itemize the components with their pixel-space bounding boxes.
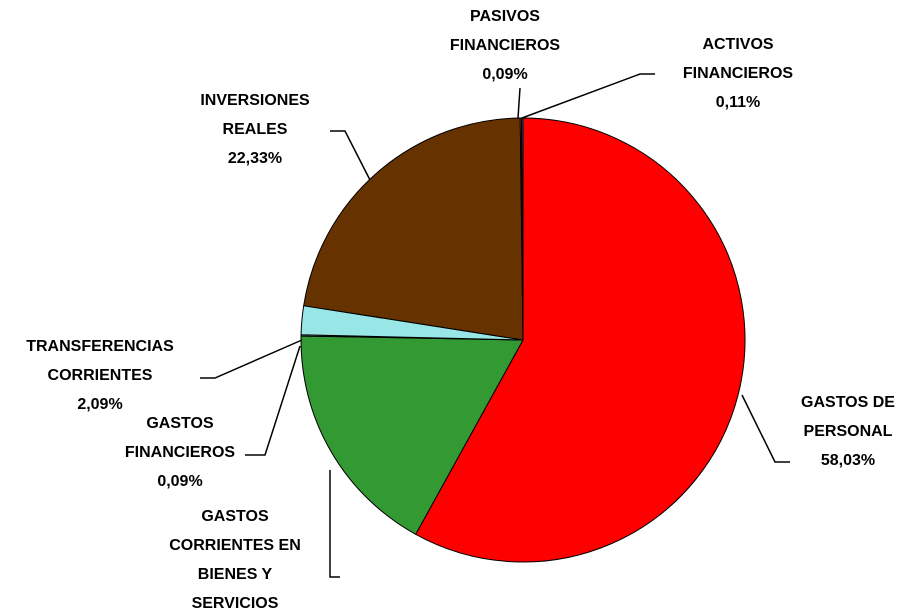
slice-label: BIENES Y <box>198 566 273 583</box>
pie-slice <box>300 335 524 536</box>
slice-label: REALES <box>223 121 288 138</box>
pie-slice <box>303 117 524 341</box>
pie-slice <box>415 117 746 563</box>
slice-label: CORRIENTES <box>48 367 153 384</box>
slice-label: GASTOS DE <box>801 394 895 411</box>
value-label: 0,09% <box>482 66 527 83</box>
leader-line <box>200 339 303 379</box>
value-label: 0,09% <box>157 473 202 490</box>
slice-label: GASTOS <box>146 415 214 432</box>
leader-line <box>517 87 521 119</box>
slice-label: GASTOS <box>201 508 269 525</box>
value-label: 0,11% <box>716 94 760 111</box>
slice-label: FINANCIEROS <box>450 37 561 54</box>
slice-label: PERSONAL <box>804 423 893 440</box>
leader-line <box>329 470 340 578</box>
leader-line <box>245 345 301 456</box>
slice-label: TRANSFERENCIAS <box>26 338 174 355</box>
slice-label: INVERSIONES <box>200 92 310 109</box>
slice-label: SERVICIOS <box>192 595 279 612</box>
value-label: 2,09% <box>77 396 122 413</box>
slice-label: FINANCIEROS <box>125 444 236 461</box>
slice-label: ACTIVOS <box>702 36 773 53</box>
slice-label: PASIVOS <box>470 8 540 25</box>
leader-line <box>521 73 655 119</box>
value-label: 58,03% <box>821 452 875 469</box>
slice-label: FINANCIEROS <box>683 65 794 82</box>
slice-label: CORRIENTES EN <box>169 537 301 554</box>
value-label: 22,33% <box>228 150 282 167</box>
leader-line <box>330 130 371 181</box>
leader-line <box>741 394 790 463</box>
